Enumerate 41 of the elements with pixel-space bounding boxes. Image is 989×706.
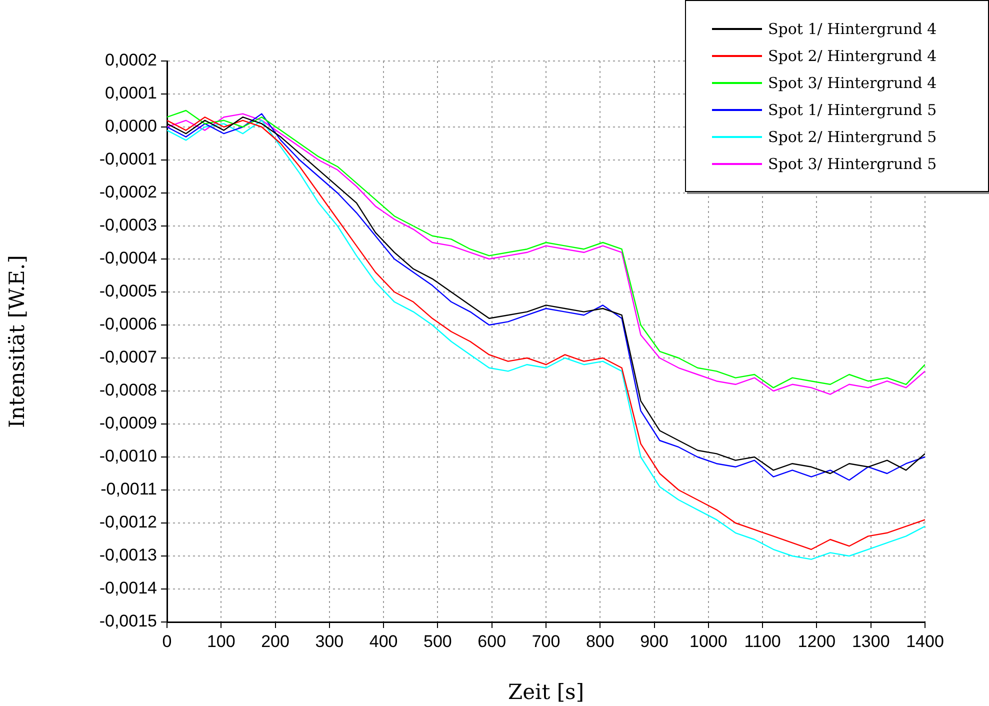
legend-label: Spot 1/ Hintergrund 4 xyxy=(768,20,937,38)
x-tick-label: 1300 xyxy=(852,632,890,651)
x-tick-label: 600 xyxy=(478,632,506,651)
x-tick-label: 0 xyxy=(162,632,172,651)
y-tick-label: -0,0007 xyxy=(99,348,157,367)
y-tick-label: -0,0011 xyxy=(100,480,157,499)
x-tick-label: 400 xyxy=(369,632,398,651)
y-tick-label: 0,0001 xyxy=(105,84,157,103)
y-tick-label: -0,0015 xyxy=(99,612,157,631)
x-tick-label: 300 xyxy=(315,632,344,651)
legend-label: Spot 3/ Hintergrund 4 xyxy=(768,74,937,92)
y-tick-label: -0,0004 xyxy=(99,248,157,268)
x-tick-label: 700 xyxy=(532,632,560,651)
x-tick-label: 100 xyxy=(206,632,236,651)
legend-label: Spot 1/ Hintergrund 5 xyxy=(768,100,937,118)
y-tick-label: -0,0002 xyxy=(99,182,157,202)
x-tick-label: 1100 xyxy=(744,632,781,651)
x-tick-label: 1000 xyxy=(690,632,728,651)
y-tick-label: -0,0003 xyxy=(99,216,157,235)
x-tick-label: 500 xyxy=(424,632,452,651)
legend-label: Spot 2/ Hintergrund 5 xyxy=(768,128,937,146)
y-tick-label: -0,0005 xyxy=(99,282,157,301)
x-tick-label: 900 xyxy=(640,632,668,651)
y-tick-label: -0,0009 xyxy=(99,414,157,433)
y-tick-label: 0,0000 xyxy=(105,116,157,136)
y-tick-label: -0,0008 xyxy=(99,380,157,400)
x-tick-label: 800 xyxy=(586,632,614,651)
x-axis-title: Zeit [s] xyxy=(508,680,584,704)
y-axis-title: Intensität [W.E.] xyxy=(5,255,30,428)
legend-label: Spot 3/ Hintergrund 5 xyxy=(768,154,937,172)
y-tick-label: -0,0001 xyxy=(99,150,157,169)
x-tick-label: 1400 xyxy=(906,632,944,651)
x-tick-label: 1200 xyxy=(798,632,836,651)
y-tick-label: -0,0014 xyxy=(99,578,157,598)
y-tick-label: -0,0012 xyxy=(99,512,157,532)
y-tick-label: 0,0002 xyxy=(105,50,157,70)
legend-label: Spot 2/ Hintergrund 4 xyxy=(768,46,937,64)
x-tick-label: 200 xyxy=(261,632,290,651)
y-tick-label: -0,0010 xyxy=(99,446,157,466)
y-tick-label: -0,0013 xyxy=(99,546,157,565)
y-tick-label: -0,0006 xyxy=(99,314,157,334)
